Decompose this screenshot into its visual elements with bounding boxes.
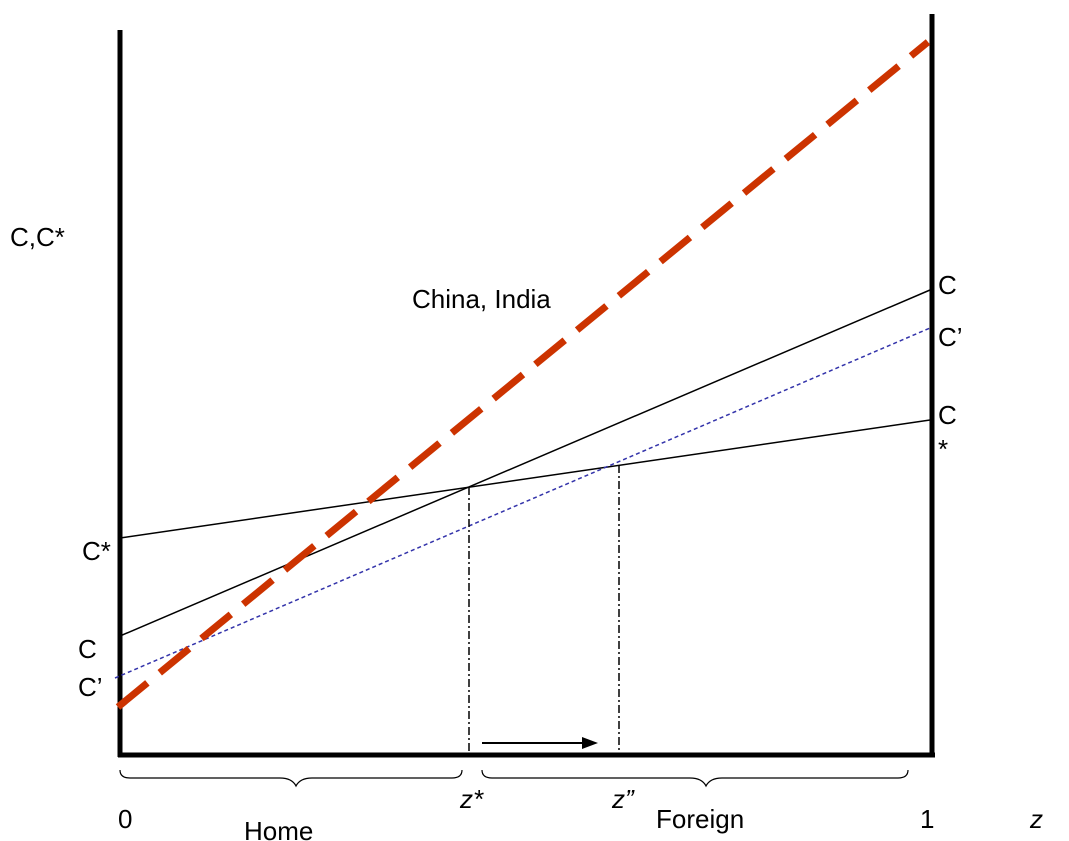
china-india-label: China, India xyxy=(412,284,551,314)
z-axis-label: z xyxy=(1029,804,1043,834)
z-double-prime-label: z” xyxy=(611,784,635,814)
c-prime-right-label: C’ xyxy=(938,322,963,352)
c-star-line xyxy=(119,419,931,539)
c-star-left-label: C* xyxy=(82,536,111,566)
home-brace xyxy=(119,769,463,788)
c-prime-left-label: C’ xyxy=(78,672,103,702)
c-star-right-star-label: * xyxy=(938,434,948,464)
z-star-label: z* xyxy=(459,784,484,814)
one-label: 1 xyxy=(920,804,934,834)
c-star-right-c-label: C xyxy=(938,400,957,430)
c-right-label: C xyxy=(938,270,957,300)
foreign-label: Foreign xyxy=(656,804,744,834)
shift-arrow-head xyxy=(582,737,598,749)
zero-label: 0 xyxy=(118,804,132,834)
c-left-label: C xyxy=(78,634,97,664)
foreign-brace xyxy=(481,769,909,788)
c-line xyxy=(119,289,931,637)
china-india-line xyxy=(115,39,931,710)
home-label: Home xyxy=(244,816,313,841)
c-prime-line xyxy=(114,327,931,679)
y-axis-label: C,C* xyxy=(10,222,65,252)
